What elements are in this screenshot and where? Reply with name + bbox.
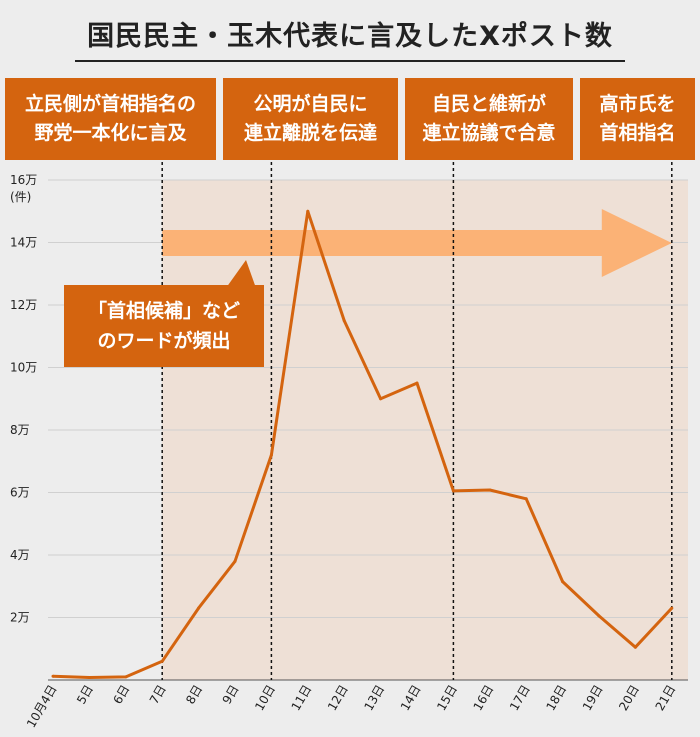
data-point (51, 674, 55, 678)
event-box-4: 高市氏を 首相指名 (580, 78, 695, 160)
callout-text: 「首相候補」など のワードが頻出 (87, 299, 240, 352)
y-tick-label: 8万 (10, 423, 30, 437)
data-series-line (52, 209, 673, 679)
event-box-3: 自民と維新が 連立協議で合意 (405, 78, 573, 160)
x-tick-label: 15日 (434, 683, 460, 714)
event-label-4: 高市氏を 首相指名 (599, 92, 676, 144)
y-tick-label: 10万 (10, 361, 37, 375)
y-tick-label: 16万 (10, 173, 37, 187)
data-point (124, 675, 128, 679)
x-tick-label: 10日 (252, 683, 278, 714)
event-box-2: 公明が自民に 連立離脱を伝達 (223, 78, 398, 160)
x-tick-label: 17日 (507, 683, 533, 714)
x-tick-label: 14日 (398, 683, 424, 714)
x-tick-label: 16日 (471, 683, 497, 714)
data-point (524, 497, 528, 501)
y-tick-label: 6万 (10, 486, 30, 500)
data-point (379, 397, 383, 401)
event-label-1: 立民側が首相指名の 野党一本化に言及 (24, 92, 196, 144)
x-tick-label: 12日 (325, 683, 351, 714)
data-point (306, 209, 310, 213)
x-tick-label: 21日 (653, 683, 679, 714)
title-underline (75, 60, 625, 62)
data-point (415, 381, 419, 385)
data-point (597, 614, 601, 618)
callout-pointer (226, 260, 256, 288)
event-label-3: 自民と維新が 連立協議で合意 (422, 92, 556, 144)
data-point (488, 488, 492, 492)
data-point (269, 453, 273, 457)
event-box-1: 立民側が首相指名の 野党一本化に言及 (5, 78, 216, 160)
data-point (561, 580, 565, 584)
data-point (451, 489, 455, 493)
x-tick-label: 20日 (616, 683, 642, 714)
x-tick-label: 5日 (74, 683, 96, 707)
x-tick-label: 9日 (220, 683, 242, 707)
x-tick-label: 8日 (183, 683, 205, 707)
data-point (633, 645, 637, 649)
x-tick-label: 6日 (110, 683, 132, 707)
x-tick-label: 10月4日 (24, 683, 60, 731)
event-label-2: 公明が自民に 連立離脱を伝達 (243, 92, 377, 144)
x-tick-label: 7日 (147, 683, 169, 707)
x-tick-label: 11日 (289, 683, 315, 714)
data-point (233, 559, 237, 563)
data-point (160, 659, 164, 663)
data-point (87, 676, 91, 679)
trend-arrow (162, 209, 672, 277)
y-tick-label: 12万 (10, 298, 37, 312)
y-tick-label: 2万 (10, 611, 30, 625)
x-tick-label: 13日 (361, 683, 387, 714)
data-point (342, 319, 346, 323)
x-tick-label: 18日 (543, 683, 569, 714)
chart-title: 国民民主・玉木代表に言及したXポスト数 (87, 21, 613, 52)
y-tick-label: 4万 (10, 548, 30, 562)
y-tick-label: 14万 (10, 236, 37, 250)
data-point (197, 606, 201, 610)
callout-box: 「首相候補」など のワードが頻出 (64, 285, 264, 367)
data-point (670, 606, 674, 610)
y-axis-unit: (件) (10, 190, 31, 204)
x-tick-label: 19日 (580, 683, 606, 714)
